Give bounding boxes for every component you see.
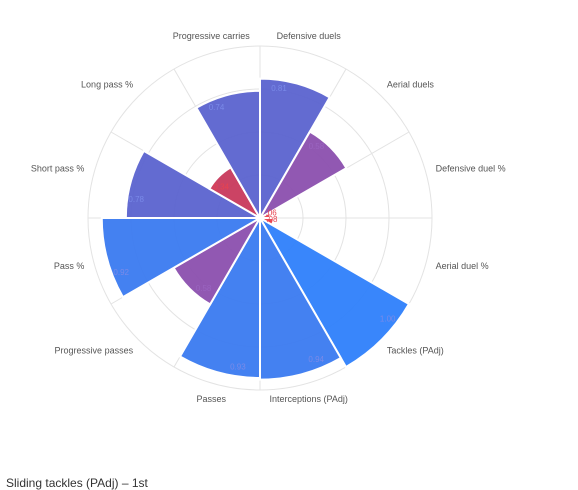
category-label-passes: Passes [197, 394, 227, 404]
sector-passes[interactable] [178, 214, 261, 379]
value-label-tackles-padj: 1.00 [380, 314, 396, 323]
sector-aerial-duels[interactable] [257, 130, 348, 221]
category-label-pass: Pass % [54, 261, 85, 271]
chart-value-labels: 0.81 0.58 .06.08 1.00 0.94 0.93 0.58 0.92 0.78 0.… [113, 84, 396, 371]
category-label-progressive-passes: Progressive passes [55, 345, 134, 355]
chart-category-labels: Defensive duels Aerial duels Defensive due… [31, 31, 506, 404]
sector-interceptions-padj[interactable] [259, 214, 343, 381]
category-label-defensive-duel: Defensive duel % [436, 164, 506, 174]
category-label-aerial-duels: Aerial duels [387, 79, 435, 89]
category-label-interceptions-padj: Interceptions (PAdj) [270, 394, 348, 404]
sector-defensive-duels[interactable] [259, 77, 332, 222]
category-label-short-pass: Short pass % [31, 164, 85, 174]
value-label-pass: 0.92 [113, 268, 129, 277]
category-label-long-pass: Long pass % [81, 79, 133, 89]
value-label-interceptions-padj: 0.94 [308, 355, 324, 364]
value-label-progressive-carries: 0.74 [209, 103, 225, 112]
sector-pass[interactable] [100, 217, 264, 299]
value-label-passes: 0.93 [230, 362, 246, 371]
value-label-defensive-duel: .06 [266, 209, 278, 218]
chart-sectors [100, 77, 411, 381]
value-label-short-pass: 0.78 [128, 195, 144, 204]
value-label-aerial-duels: 0.58 [309, 142, 325, 151]
category-label-defensive-duels: Defensive duels [277, 31, 342, 41]
category-label-tackles-padj: Tackles (PAdj) [387, 345, 444, 355]
value-label-progressive-passes: 0.58 [196, 284, 212, 293]
value-label-aerial-duel: .08 [266, 215, 278, 224]
category-label-aerial-duel: Aerial duel % [436, 261, 489, 271]
value-label-defensive-duels: 0.81 [271, 84, 287, 93]
sector-tackles-padj[interactable] [257, 215, 411, 369]
sector-short-pass[interactable] [124, 149, 264, 219]
category-label-progressive-carries: Progressive carries [173, 31, 251, 41]
value-label-long-pass: 0.34 [213, 182, 229, 191]
sector-progressive-carries[interactable] [194, 89, 261, 222]
chart-caption: Sliding tackles (PAdj) – 1st [6, 476, 148, 490]
